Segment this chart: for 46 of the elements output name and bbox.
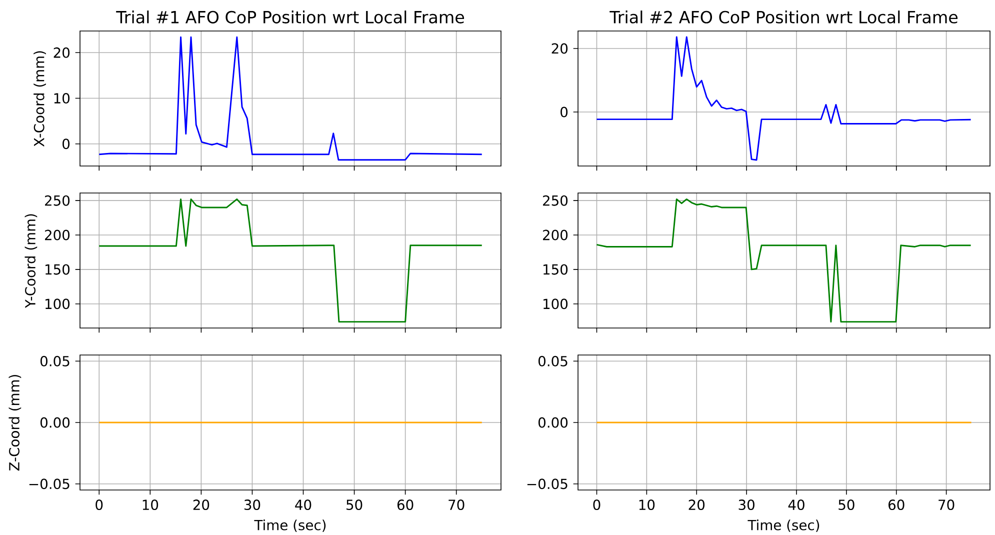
x-tick-label: 20: [193, 500, 210, 510]
x-tick-label: 0: [96, 500, 103, 510]
y-axis-title: Y-Coord (mm): [24, 214, 38, 308]
y-tick-label: 100: [46, 298, 70, 310]
y-tick-label: 10: [54, 93, 70, 104]
chart-title: Trial #2 AFO CoP Position wrt Local Frame: [610, 10, 958, 24]
x-tick-label: 10: [142, 500, 158, 510]
line-series: [596, 36, 972, 161]
y-tick-label: 20: [552, 43, 568, 54]
y-axis-title: Z-Coord (mm): [8, 374, 22, 471]
x-tick-label: 40: [788, 500, 804, 510]
x-tick-label: 50: [838, 500, 854, 510]
y-tick-label: 0.05: [538, 356, 568, 366]
y-tick-label: 150: [544, 264, 568, 275]
y-axis-title: X-Coord (mm): [34, 51, 46, 147]
y-tick-label: 200: [543, 230, 568, 240]
line-series: [596, 198, 972, 323]
y-tick-label: 0.00: [40, 417, 70, 428]
y-tick-label: 20: [54, 47, 70, 58]
line-series: [98, 36, 483, 161]
chart-title: Trial #1 AFO CoP Position wrt Local Frame: [116, 10, 464, 24]
x-tick-label: 70: [448, 500, 464, 510]
x-axis-title: Time (sec): [254, 520, 326, 532]
x-tick-label: 60: [397, 500, 414, 510]
y-tick-label: 250: [543, 195, 568, 206]
x-tick-label: 20: [688, 500, 705, 510]
y-tick-label: 0.00: [538, 417, 568, 428]
x-tick-label: 70: [938, 500, 954, 510]
y-tick-label: −0.05: [29, 478, 70, 490]
y-tick-label: 150: [46, 264, 70, 275]
y-tick-label: 0: [560, 106, 568, 118]
x-tick-label: 30: [244, 500, 260, 510]
x-tick-label: 30: [738, 500, 754, 510]
y-tick-label: 100: [544, 298, 568, 310]
y-tick-label: −0.05: [527, 478, 568, 490]
x-tick-label: 60: [888, 500, 904, 510]
x-axis-title: Time (sec): [748, 520, 820, 532]
x-tick-label: 10: [639, 500, 655, 510]
x-tick-label: 50: [346, 500, 362, 510]
x-tick-label: 0: [593, 500, 600, 510]
y-tick-label: 0.05: [40, 356, 70, 366]
y-tick-label: 200: [45, 230, 70, 240]
y-tick-label: 0: [62, 138, 70, 150]
x-tick-label: 40: [295, 500, 312, 510]
y-tick-label: 250: [45, 195, 70, 206]
line-series: [98, 198, 483, 323]
